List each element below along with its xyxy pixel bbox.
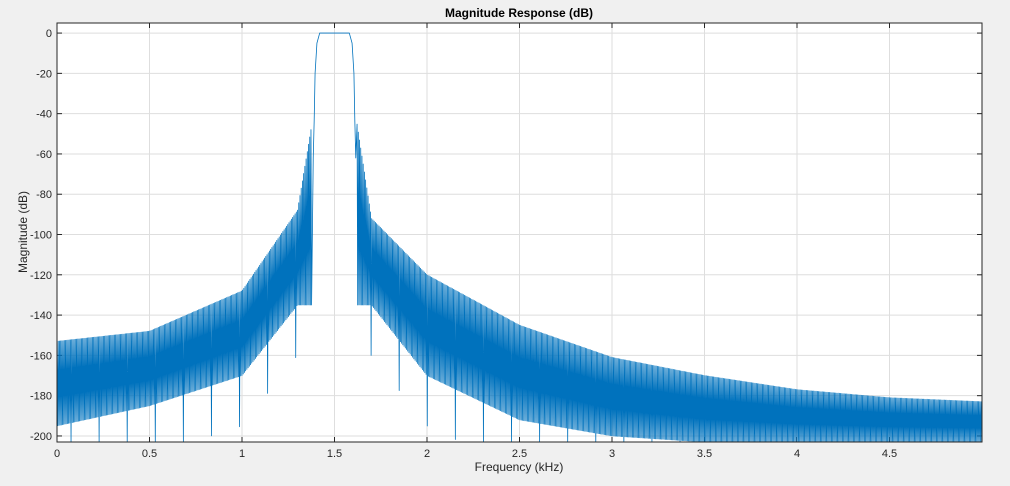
axes-border: [56, 22, 983, 443]
y-tick-label: 0: [46, 28, 52, 40]
x-tick-label: 4.5: [882, 448, 897, 460]
y-tick-label: -180: [30, 391, 52, 403]
y-tick-label: -20: [36, 68, 52, 80]
x-tick-label: 3.5: [697, 448, 712, 460]
y-axis-label: Magnitude (dB): [16, 191, 30, 273]
y-tick-label: -60: [36, 149, 52, 161]
x-tick-labels: 0 0.5 1 1.5 2 2.5 3 3.5 4 4.5: [54, 448, 897, 460]
x-tick-label: 0: [54, 448, 60, 460]
x-tick-label: 1.5: [327, 448, 342, 460]
y-tick-label: -120: [30, 270, 52, 282]
x-tick-label: 0.5: [142, 448, 157, 460]
y-tick-label: -160: [30, 350, 52, 362]
magnitude-response-line: [56, 32, 983, 443]
x-tick-label: 4: [794, 448, 800, 460]
x-tick-label: 1: [239, 448, 245, 460]
x-tick-label: 2: [424, 448, 430, 460]
x-tick-label: 3: [609, 448, 615, 460]
x-axis-label: Frequency (kHz): [475, 460, 564, 474]
y-tick-label: -100: [30, 230, 52, 242]
chart-title: Magnitude Response (dB): [445, 6, 593, 20]
y-tick-label: -200: [30, 431, 52, 443]
y-tick-labels: 0 -20 -40 -60 -80 -100 -120 -140 -160 -180 -200: [30, 28, 52, 443]
x-tick-label: 2.5: [512, 448, 527, 460]
y-tick-label: -80: [36, 189, 52, 201]
y-tick-label: -140: [30, 310, 52, 322]
y-tick-label: -40: [36, 109, 52, 121]
